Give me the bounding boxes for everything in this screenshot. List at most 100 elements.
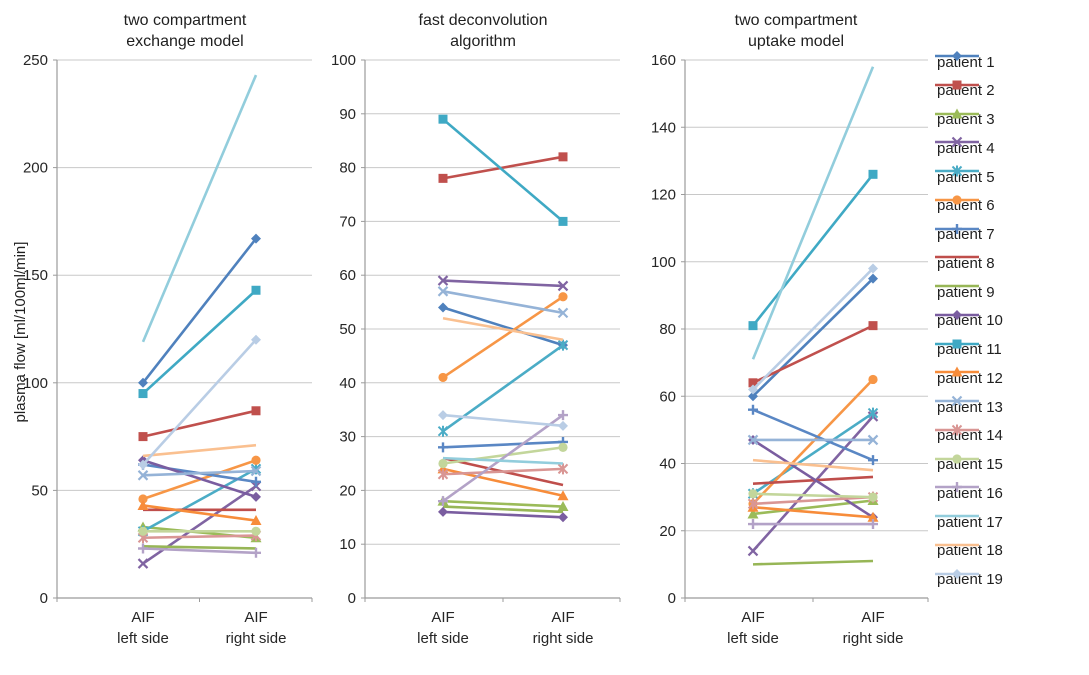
series-line-patient-2	[752, 324, 874, 384]
marker-patient-11	[558, 216, 568, 226]
marker-patient-19	[748, 384, 758, 395]
legend-key-circle	[935, 453, 979, 464]
marker-patient-13	[747, 434, 759, 446]
series-line-patient-7	[442, 440, 564, 449]
marker-patient-2	[438, 173, 448, 183]
series-line-patient-15	[752, 492, 874, 499]
marker-patient-15	[748, 489, 758, 499]
marker-patient-4	[137, 558, 149, 569]
marker-patient-1	[138, 377, 148, 388]
marker-patient-5	[437, 425, 449, 437]
y-tick-label: 40	[339, 375, 356, 392]
marker-patient-13	[250, 465, 262, 477]
x-category-label: right side	[226, 630, 287, 647]
x-category-label: AIF	[741, 609, 764, 626]
series-line-patient-14	[752, 495, 874, 506]
legend-item: patient 15	[934, 451, 1003, 479]
legend-label: patient 4	[937, 139, 995, 157]
legend-item: patient 4	[934, 134, 995, 162]
series-line-patient-8	[752, 475, 874, 485]
y-tick-label: 20	[339, 482, 356, 499]
marker-patient-13	[437, 286, 449, 297]
series-line-patient-3	[752, 499, 874, 516]
series-line-patient-18	[752, 458, 874, 472]
legend-key-triangle	[935, 108, 979, 118]
y-tick-label: 0	[348, 590, 356, 607]
legend-marker-square	[952, 80, 962, 90]
y-tick-label: 60	[339, 267, 356, 284]
x-category-label: right side	[843, 630, 904, 647]
marker-patient-15	[868, 492, 878, 502]
series-line-patient-13	[142, 469, 257, 477]
marker-patient-19	[558, 420, 568, 431]
marker-patient-3	[557, 501, 569, 512]
marker-patient-2	[868, 321, 878, 331]
y-tick-label: 100	[331, 52, 356, 69]
y-tick-label: 30	[339, 429, 356, 446]
y-tick-label: 40	[659, 456, 676, 473]
legend-label: patient 6	[937, 197, 995, 215]
legend-key-none	[935, 284, 979, 288]
series-line-patient-18	[142, 443, 257, 458]
series-line-patient-4	[142, 485, 257, 565]
marker-patient-11	[868, 169, 878, 179]
marker-patient-12	[867, 511, 879, 522]
legend-key-plus	[935, 223, 979, 234]
chart-title-fast-deconvolution: fast deconvolution algorithm	[418, 12, 548, 50]
series-line-patient-4	[442, 279, 564, 288]
marker-patient-19	[251, 334, 261, 345]
marker-patient-11	[438, 114, 448, 124]
legend-label: patient 3	[937, 111, 995, 128]
series-line-patient-17	[442, 456, 564, 465]
legend-label: patient 5	[937, 168, 995, 186]
marker-patient-16	[558, 410, 568, 421]
marker-patient-13	[867, 434, 879, 446]
marker-patient-16	[251, 547, 261, 558]
series-line-patient-2	[442, 155, 564, 180]
series-line-patient-5	[752, 411, 874, 495]
y-tick-label: 250	[23, 52, 48, 69]
legend-key-star	[935, 165, 979, 177]
marker-patient-7	[251, 476, 261, 487]
x-category-label: right side	[533, 630, 594, 647]
marker-patient-4	[747, 545, 759, 557]
series-line-patient-11	[751, 173, 875, 327]
marker-patient-13	[137, 470, 149, 481]
y-tick-label: 0	[40, 590, 48, 607]
legend-marker-triangle	[951, 108, 963, 118]
marker-patient-7	[748, 404, 758, 415]
legend-item: patient 10	[934, 307, 1003, 335]
series-line-patient-19	[752, 267, 874, 391]
series-line-patient-1	[752, 277, 874, 398]
series-line-patient-12	[752, 505, 874, 519]
marker-patient-2	[748, 378, 758, 388]
chart-title-exchange-model: two compartment exchange model	[123, 12, 247, 50]
legend-key-none	[935, 514, 979, 518]
legend-item: patient 13	[934, 393, 1003, 421]
legend-marker-diamond	[952, 309, 962, 320]
marker-patient-16	[438, 496, 448, 507]
legend-key-x	[935, 136, 979, 148]
y-tick-label: 60	[659, 388, 676, 405]
legend-item: patient 9	[934, 278, 995, 306]
x-category-label: AIF	[244, 609, 267, 626]
y-tick-label: 140	[651, 119, 676, 136]
x-category-label: AIF	[551, 609, 574, 626]
legend-label: patient 7	[937, 226, 995, 243]
marker-patient-5	[867, 407, 879, 419]
y-tick-label: 160	[651, 52, 676, 69]
series-line-patient-10	[442, 510, 564, 519]
marker-patient-4	[437, 275, 449, 286]
legend-marker-circle	[952, 453, 962, 464]
marker-patient-1	[868, 273, 878, 284]
series-line-patient-14	[442, 467, 564, 476]
series-line-patient-10	[142, 459, 257, 499]
y-tick-label: 50	[339, 321, 356, 338]
chart-2: 0 20 40 60 80 100 120 140 160 AIF left side AIF righ…	[651, 52, 929, 647]
marker-patient-19	[438, 410, 448, 421]
marker-patient-10	[438, 506, 448, 517]
legend-key-square	[935, 80, 979, 90]
marker-patient-2	[558, 152, 568, 162]
legend-label: patient 10	[937, 312, 1003, 330]
legend-key-diamond	[935, 51, 979, 61]
